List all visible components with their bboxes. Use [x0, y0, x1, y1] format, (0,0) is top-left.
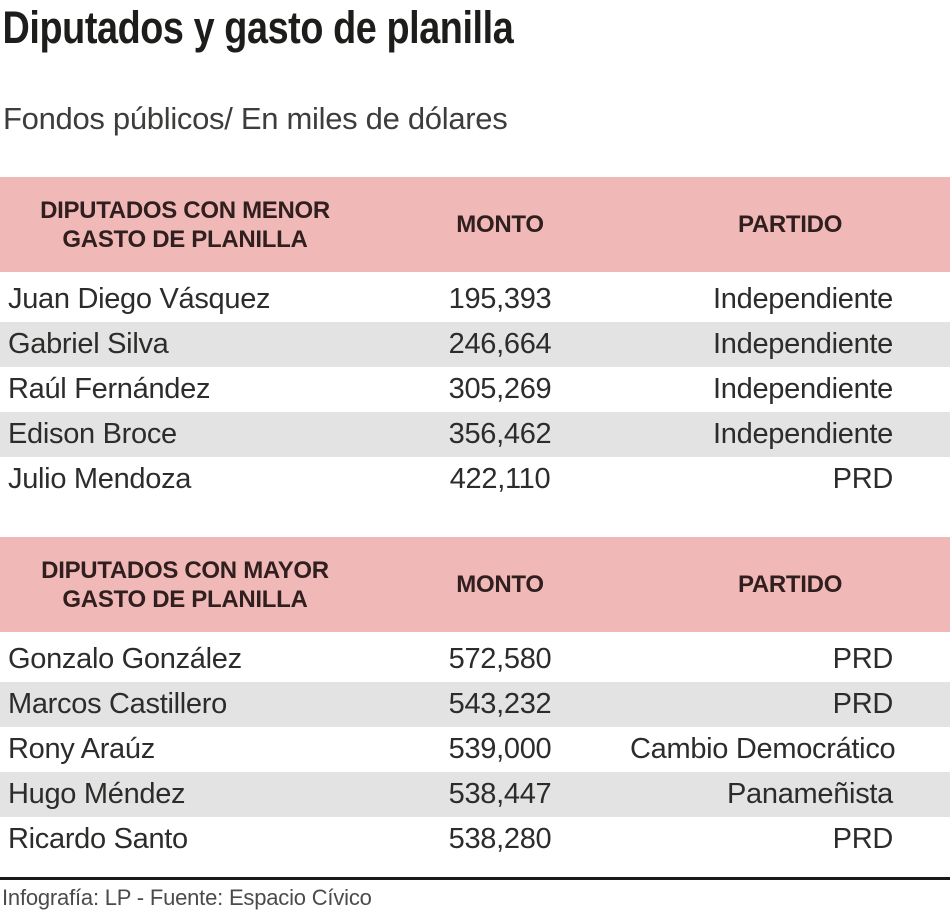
- column-header-line2: GASTO DE PLANILLA: [62, 225, 308, 253]
- column-header-partido: PARTIDO: [737, 570, 843, 598]
- column-header-diputados-mayor: DIPUTADOS CON MAYOR GASTO DE PLANILLA: [0, 556, 370, 614]
- monto-value: 543,232: [448, 688, 552, 720]
- table-row: Ricardo Santo 538,280 PRD: [0, 817, 950, 862]
- partido-value: PRD: [832, 463, 894, 495]
- table-row: Hugo Méndez 538,447 Panameñista: [0, 772, 950, 817]
- diputado-name: Raúl Fernández: [8, 373, 211, 405]
- diputado-name: Julio Mendoza: [8, 463, 192, 495]
- partido-value: Independiente: [713, 373, 893, 405]
- monto-value: 539,000: [448, 733, 552, 765]
- diputado-name: Gonzalo González: [8, 643, 242, 675]
- column-header-monto: MONTO: [456, 570, 544, 598]
- diputado-name: Rony Araúz: [8, 733, 155, 765]
- table-row: Gonzalo González 572,580 PRD: [0, 637, 950, 682]
- table-row: Gabriel Silva 246,664 Independiente: [0, 322, 950, 367]
- credit-source-text: Infografía: LP - Fuente: Espacio Cívico: [2, 885, 372, 910]
- column-header-line2: GASTO DE PLANILLA: [62, 585, 308, 613]
- page-title: Diputados y gasto de planilla: [2, 2, 514, 53]
- footer: Infografía: LP - Fuente: Espacio Cívico: [0, 877, 950, 911]
- partido-value: Cambio Democrático: [630, 733, 896, 765]
- diputado-name: Ricardo Santo: [8, 823, 188, 855]
- partido-value: Independiente: [713, 328, 893, 360]
- table-body-mayor: Gonzalo González 572,580 PRD Marcos Cast…: [0, 637, 950, 862]
- table-menor-gasto: DIPUTADOS CON MENOR GASTO DE PLANILLA MO…: [0, 177, 950, 502]
- monto-value: 422,110: [449, 463, 551, 495]
- table-row: Raúl Fernández 305,269 Independiente: [0, 367, 950, 412]
- monto-value: 246,664: [448, 328, 552, 360]
- table-row: Marcos Castillero 543,232 PRD: [0, 682, 950, 727]
- partido-value: Panameñista: [727, 778, 893, 810]
- diputado-name: Gabriel Silva: [8, 328, 169, 360]
- table-mayor-gasto: DIPUTADOS CON MAYOR GASTO DE PLANILLA MO…: [0, 537, 950, 862]
- monto-value: 195,393: [448, 283, 552, 315]
- monto-value: 538,280: [448, 823, 552, 855]
- partido-value: Independiente: [713, 418, 893, 450]
- monto-value: 356,462: [448, 418, 552, 450]
- table-body-menor: Juan Diego Vásquez 195,393 Independiente…: [0, 277, 950, 502]
- partido-value: PRD: [832, 823, 894, 855]
- partido-value: PRD: [832, 688, 894, 720]
- subtitle: Fondos públicos/ En miles de dólares: [3, 101, 508, 136]
- diputado-name: Hugo Méndez: [8, 778, 186, 810]
- partido-value: Independiente: [713, 283, 893, 315]
- column-header-line1: DIPUTADOS CON MENOR: [40, 196, 330, 224]
- table-row: Rony Araúz 539,000 Cambio Democrático: [0, 727, 950, 772]
- partido-value: PRD: [832, 643, 894, 675]
- table-row: Juan Diego Vásquez 195,393 Independiente: [0, 277, 950, 322]
- monto-value: 538,447: [448, 778, 552, 810]
- column-header-line1: DIPUTADOS CON MAYOR: [41, 556, 329, 584]
- column-header-partido: PARTIDO: [737, 210, 843, 238]
- table-row: Edison Broce 356,462 Independiente: [0, 412, 950, 457]
- table-header-mayor: DIPUTADOS CON MAYOR GASTO DE PLANILLA MO…: [0, 537, 950, 632]
- table-header-menor: DIPUTADOS CON MENOR GASTO DE PLANILLA MO…: [0, 177, 950, 272]
- diputado-name: Marcos Castillero: [8, 688, 227, 720]
- column-header-monto: MONTO: [456, 210, 544, 238]
- monto-value: 305,269: [448, 373, 552, 405]
- diputado-name: Edison Broce: [8, 418, 177, 450]
- monto-value: 572,580: [448, 643, 552, 675]
- column-header-diputados-menor: DIPUTADOS CON MENOR GASTO DE PLANILLA: [0, 196, 370, 254]
- table-row: Julio Mendoza 422,110 PRD: [0, 457, 950, 502]
- diputado-name: Juan Diego Vásquez: [8, 283, 271, 315]
